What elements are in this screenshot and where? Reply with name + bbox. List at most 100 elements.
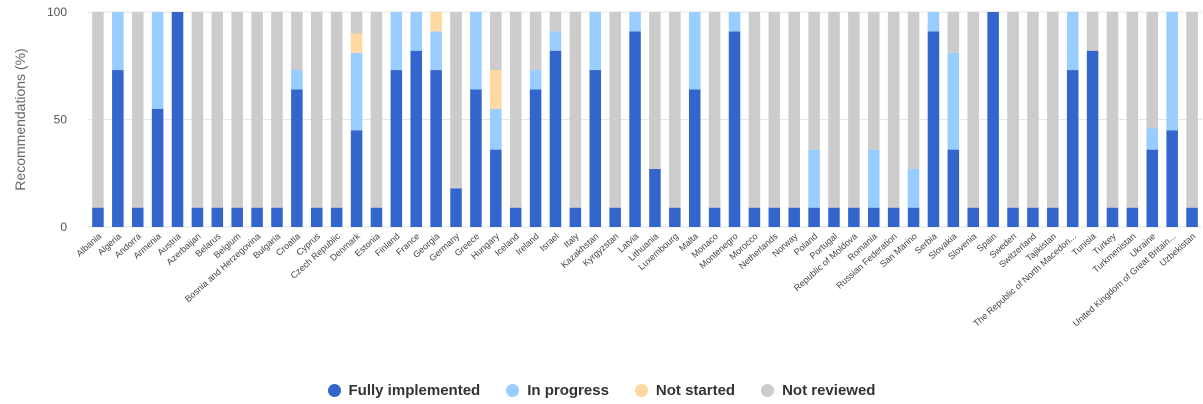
bar-segment-not-reviewed[interactable] <box>828 12 840 208</box>
bar-segment-not-reviewed[interactable] <box>867 12 880 150</box>
bar-segment-not-reviewed[interactable] <box>1146 12 1159 129</box>
bar-segment-in-progress[interactable] <box>1066 12 1079 71</box>
bar-segment-in-progress[interactable] <box>390 12 403 71</box>
bar-segment-in-progress[interactable] <box>1146 128 1159 150</box>
bar-segment-fully-implemented[interactable] <box>1086 50 1099 228</box>
bar-stack[interactable] <box>171 12 184 227</box>
bar-segment-not-reviewed[interactable] <box>549 12 562 32</box>
bar-segment-in-progress[interactable] <box>808 149 820 208</box>
bar-segment-fully-implemented[interactable] <box>907 207 920 227</box>
bar-segment-fully-implemented[interactable] <box>291 89 303 228</box>
bar-segment-fully-implemented[interactable] <box>151 108 164 227</box>
bar-segment-not-reviewed[interactable] <box>848 12 860 208</box>
bar-segment-not-reviewed[interactable] <box>211 12 224 208</box>
bar-segment-fully-implemented[interactable] <box>967 207 980 227</box>
bar-segment-fully-implemented[interactable] <box>569 207 582 227</box>
bar-segment-fully-implemented[interactable] <box>92 207 104 227</box>
bar-segment-not-reviewed[interactable] <box>191 12 204 208</box>
bar-segment-not-started[interactable] <box>490 70 502 109</box>
bar-segment-not-reviewed[interactable] <box>509 12 522 208</box>
bar-segment-not-reviewed[interactable] <box>569 12 582 208</box>
bar-segment-not-reviewed[interactable] <box>291 12 303 71</box>
bar-stack[interactable] <box>529 12 542 228</box>
bar-stack[interactable] <box>549 12 562 228</box>
bar-stack[interactable] <box>1007 12 1019 227</box>
bar-segment-in-progress[interactable] <box>490 108 502 150</box>
bar-segment-fully-implemented[interactable] <box>191 207 204 227</box>
bar-stack[interactable] <box>1166 12 1178 227</box>
bar-segment-in-progress[interactable] <box>728 12 741 32</box>
bar-segment-not-reviewed[interactable] <box>1126 12 1139 208</box>
bar-segment-in-progress[interactable] <box>151 12 164 109</box>
bar-stack[interactable] <box>390 12 403 227</box>
bar-stack[interactable] <box>947 12 960 227</box>
bar-segment-fully-implemented[interactable] <box>211 207 224 227</box>
bar-segment-fully-implemented[interactable] <box>1007 207 1019 227</box>
bar-segment-fully-implemented[interactable] <box>231 207 243 227</box>
bar-stack[interactable] <box>748 12 761 227</box>
bar-stack[interactable] <box>370 12 383 227</box>
bar-segment-not-reviewed[interactable] <box>609 12 621 208</box>
bar-segment-fully-implemented[interactable] <box>450 188 462 227</box>
bar-segment-in-progress[interactable] <box>688 12 701 90</box>
bar-segment-in-progress[interactable] <box>350 52 363 131</box>
bar-segment-fully-implemented[interactable] <box>947 149 960 227</box>
bar-stack[interactable] <box>151 12 164 227</box>
bar-segment-not-reviewed[interactable] <box>450 12 462 189</box>
bar-segment-in-progress[interactable] <box>1166 12 1178 131</box>
bar-segment-fully-implemented[interactable] <box>1027 207 1039 227</box>
bar-segment-fully-implemented[interactable] <box>828 207 840 227</box>
bar-stack[interactable] <box>509 12 522 227</box>
bar-segment-fully-implemented[interactable] <box>987 12 999 227</box>
bar-stack[interactable] <box>112 12 124 227</box>
bar-segment-fully-implemented[interactable] <box>171 12 184 227</box>
bar-stack[interactable] <box>629 12 641 227</box>
bar-segment-in-progress[interactable] <box>529 70 542 90</box>
bar-segment-fully-implemented[interactable] <box>430 70 442 227</box>
bar-stack[interactable] <box>1106 12 1119 227</box>
bar-segment-fully-implemented[interactable] <box>669 207 681 227</box>
bar-stack[interactable] <box>410 12 423 228</box>
bar-segment-fully-implemented[interactable] <box>927 31 940 227</box>
bar-segment-fully-implemented[interactable] <box>549 50 562 228</box>
bar-segment-not-reviewed[interactable] <box>271 12 283 208</box>
bar-segment-fully-implemented[interactable] <box>708 207 721 227</box>
bar-stack[interactable] <box>589 12 602 227</box>
bar-segment-not-reviewed[interactable] <box>490 12 502 71</box>
bar-segment-fully-implemented[interactable] <box>1047 207 1059 227</box>
bar-stack[interactable] <box>987 12 999 227</box>
bar-stack[interactable] <box>251 12 263 227</box>
bar-segment-not-reviewed[interactable] <box>1047 12 1059 208</box>
bar-segment-fully-implemented[interactable] <box>410 50 423 228</box>
bar-segment-in-progress[interactable] <box>291 70 303 90</box>
bar-segment-fully-implemented[interactable] <box>808 207 820 227</box>
bar-stack[interactable] <box>1066 12 1079 227</box>
bar-segment-in-progress[interactable] <box>112 12 124 71</box>
bar-segment-not-reviewed[interactable] <box>967 12 980 208</box>
bar-segment-in-progress[interactable] <box>549 31 562 51</box>
bar-segment-not-reviewed[interactable] <box>1086 12 1099 51</box>
bar-segment-fully-implemented[interactable] <box>688 89 701 228</box>
bar-segment-fully-implemented[interactable] <box>370 207 383 227</box>
bar-stack[interactable] <box>310 12 323 227</box>
bar-stack[interactable] <box>450 12 462 227</box>
bar-stack[interactable] <box>430 12 442 227</box>
bar-segment-fully-implemented[interactable] <box>649 168 661 227</box>
bar-segment-fully-implemented[interactable] <box>490 149 502 227</box>
bar-stack[interactable] <box>350 12 363 227</box>
bar-stack[interactable] <box>609 12 621 227</box>
bar-segment-not-reviewed[interactable] <box>529 12 542 71</box>
bar-stack[interactable] <box>191 12 204 227</box>
bar-stack[interactable] <box>1146 12 1159 227</box>
bar-stack[interactable] <box>887 12 900 227</box>
bar-segment-not-reviewed[interactable] <box>748 12 761 208</box>
bar-stack[interactable] <box>211 12 224 227</box>
legend-item[interactable]: Fully implemented <box>327 382 480 399</box>
bar-stack[interactable] <box>728 12 741 227</box>
bar-stack[interactable] <box>907 12 920 227</box>
bar-segment-not-reviewed[interactable] <box>1186 12 1198 208</box>
bar-segment-fully-implemented[interactable] <box>509 207 522 227</box>
bar-segment-not-reviewed[interactable] <box>907 12 920 169</box>
bar-segment-fully-implemented[interactable] <box>1166 130 1178 227</box>
bar-stack[interactable] <box>828 12 840 227</box>
